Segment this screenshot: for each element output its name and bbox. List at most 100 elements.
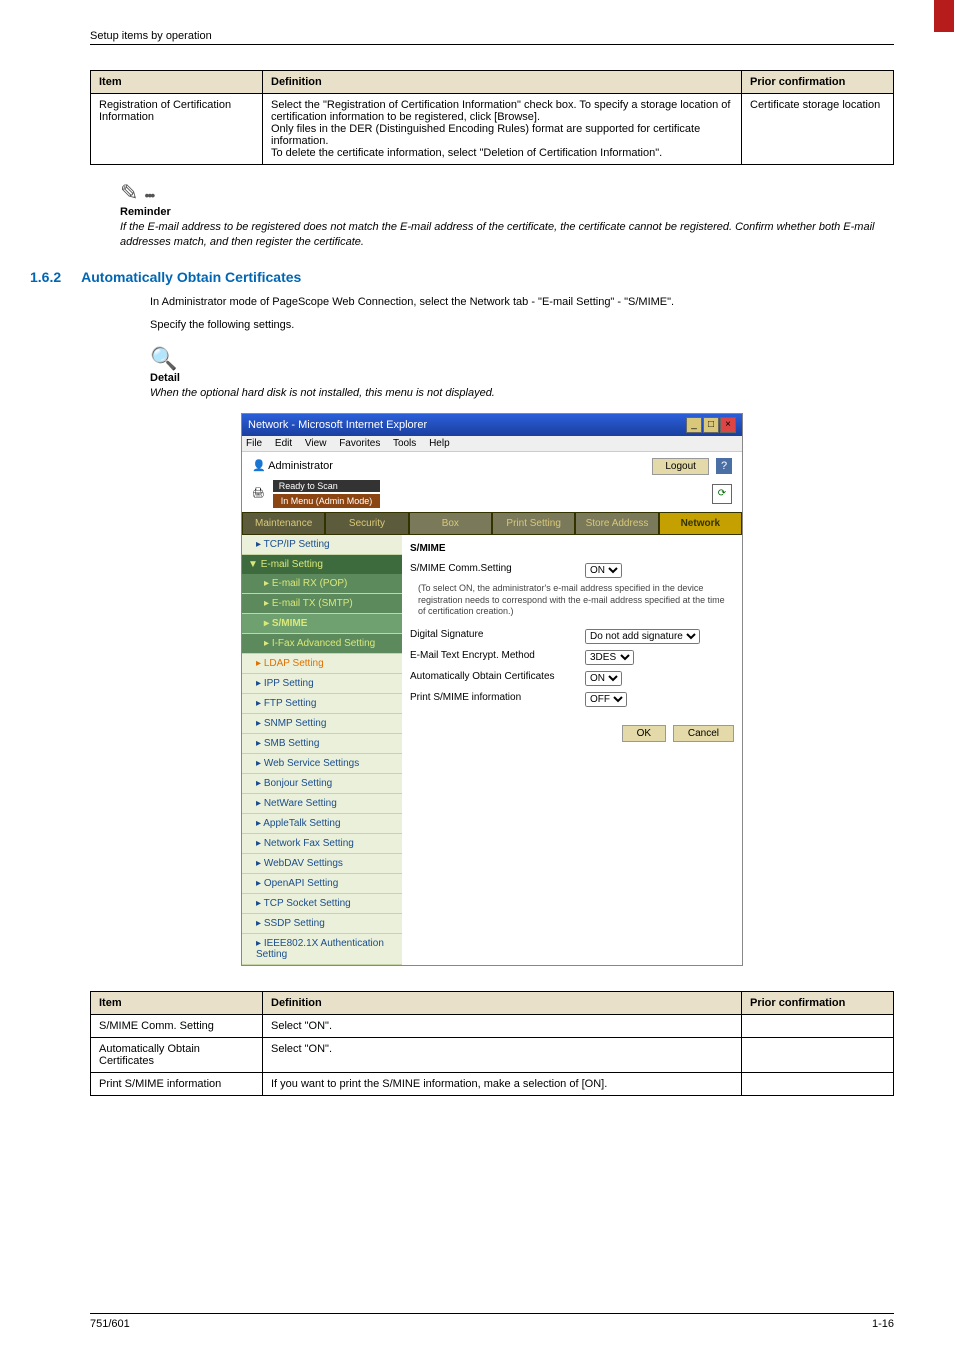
sidebar-item-smime[interactable]: ▸ S/MIME	[242, 614, 402, 634]
th2-prior: Prior confirmation	[742, 991, 894, 1014]
menu-file[interactable]: File	[246, 438, 262, 449]
header-text: Setup items by operation	[90, 30, 212, 42]
reminder-icon: ✎ •••	[120, 180, 153, 205]
t2r2-item: Automatically Obtain Certificates	[91, 1037, 263, 1072]
footer-right: 1-16	[872, 1318, 894, 1330]
cancel-button[interactable]: Cancel	[673, 725, 734, 742]
detail-icon: 🔍	[150, 346, 894, 372]
row-encrypt: E-Mail Text Encrypt. Method	[410, 650, 585, 665]
th-item: Item	[91, 71, 263, 94]
section-num: 1.6.2	[30, 269, 61, 285]
footer: 751/601 1-16	[90, 1313, 894, 1330]
sidebar-item-ipp[interactable]: ▸ IPP Setting	[242, 674, 402, 694]
row-digital-sig: Digital Signature	[410, 629, 585, 644]
window-title: Network - Microsoft Internet Explorer	[248, 419, 427, 431]
menu-view[interactable]: View	[305, 438, 327, 449]
select-auto-cert[interactable]: ON	[585, 671, 622, 686]
sidebar-item-tcpip[interactable]: ▸ TCP/IP Setting	[242, 535, 402, 555]
select-digital-sig[interactable]: Do not add signature	[585, 629, 700, 644]
detail-title: Detail	[150, 372, 894, 384]
table-registration: Item Definition Prior confirmation Regis…	[90, 70, 894, 165]
t2r3-item: Print S/MIME information	[91, 1072, 263, 1095]
th2-item: Item	[91, 991, 263, 1014]
reminder-title: Reminder	[120, 206, 894, 218]
sidebar-item-tcpsocket[interactable]: ▸ TCP Socket Setting	[242, 894, 402, 914]
td-def: Select the "Registration of Certificatio…	[263, 94, 742, 165]
minimize-icon[interactable]: _	[686, 417, 702, 433]
help-icon[interactable]: ?	[716, 458, 732, 474]
sidebar-group-email[interactable]: ▼ E-mail Setting	[242, 555, 402, 574]
sidebar-item-appletalk[interactable]: ▸ AppleTalk Setting	[242, 814, 402, 834]
browser-menu[interactable]: File Edit View Favorites Tools Help	[242, 436, 742, 452]
ok-button[interactable]: OK	[622, 725, 666, 742]
page-badge: 1	[919, 0, 939, 32]
para2: Specify the following settings.	[150, 318, 894, 333]
select-encrypt[interactable]: 3DES	[585, 650, 634, 665]
screenshot-window: Network - Microsoft Internet Explorer _□…	[241, 413, 743, 966]
tab-security[interactable]: Security	[325, 512, 408, 535]
reminder-block: ✎ ••• Reminder If the E-mail address to …	[120, 180, 894, 251]
window-controls[interactable]: _□×	[685, 417, 736, 433]
row-auto-cert: Automatically Obtain Certificates	[410, 671, 585, 686]
reminder-body: If the E-mail address to be registered d…	[120, 220, 894, 251]
status-ready: Ready to Scan	[273, 480, 381, 492]
menu-edit[interactable]: Edit	[275, 438, 292, 449]
tab-bar: Maintenance Security Box Print Setting S…	[242, 512, 742, 535]
table-settings: Item Definition Prior confirmation S/MIM…	[90, 991, 894, 1096]
sidebar-item-bonjour[interactable]: ▸ Bonjour Setting	[242, 774, 402, 794]
tab-box[interactable]: Box	[409, 512, 492, 535]
sidebar-item-smb[interactable]: ▸ SMB Setting	[242, 734, 402, 754]
sidebar-item-netware[interactable]: ▸ NetWare Setting	[242, 794, 402, 814]
sidebar-item-ieee[interactable]: ▸ IEEE802.1X Authentication Setting	[242, 934, 402, 965]
close-icon[interactable]: ×	[720, 417, 736, 433]
detail-body: When the optional hard disk is not insta…	[150, 386, 894, 401]
pane-title: S/MIME	[410, 543, 734, 554]
t2r1-def: Select "ON".	[263, 1014, 742, 1037]
row-print-smime: Print S/MIME information	[410, 692, 585, 707]
main-pane: S/MIME S/MIME Comm.SettingON (To select …	[402, 535, 742, 965]
footer-left: 751/601	[90, 1318, 130, 1330]
row-smime-comm: S/MIME Comm.Setting	[410, 563, 585, 578]
status-mode: In Menu (Admin Mode)	[273, 494, 381, 508]
t2r3-prior	[742, 1072, 894, 1095]
select-print-smime[interactable]: OFF	[585, 692, 627, 707]
tab-network[interactable]: Network	[659, 512, 742, 535]
para1: In Administrator mode of PageScope Web C…	[150, 295, 894, 310]
select-smime-comm[interactable]: ON	[585, 563, 622, 578]
sidebar-item-ifax[interactable]: ▸ I-Fax Advanced Setting	[242, 634, 402, 654]
t2r1-prior	[742, 1014, 894, 1037]
t2r1-item: S/MIME Comm. Setting	[91, 1014, 263, 1037]
section-title: Automatically Obtain Certificates	[81, 269, 301, 285]
sidebar-item-snmp[interactable]: ▸ SNMP Setting	[242, 714, 402, 734]
t2r2-def: Select "ON".	[263, 1037, 742, 1072]
tab-store[interactable]: Store Address	[575, 512, 658, 535]
td-item: Registration of Certification Informatio…	[91, 94, 263, 165]
sidebar-item-ldap[interactable]: ▸ LDAP Setting	[242, 654, 402, 674]
pane-note: (To select ON, the administrator's e-mai…	[410, 581, 734, 626]
sidebar-item-smtp[interactable]: ▸ E-mail TX (SMTP)	[242, 594, 402, 614]
tab-maintenance[interactable]: Maintenance	[242, 512, 325, 535]
th-def: Definition	[263, 71, 742, 94]
t2r2-prior	[742, 1037, 894, 1072]
menu-favorites[interactable]: Favorites	[339, 438, 380, 449]
sidebar-item-ssdp[interactable]: ▸ SSDP Setting	[242, 914, 402, 934]
logout-button[interactable]: Logout	[652, 458, 709, 475]
t2r3-def: If you want to print the S/MINE informat…	[263, 1072, 742, 1095]
refresh-icon[interactable]: ⟳	[712, 484, 732, 504]
sidebar-item-pop[interactable]: ▸ E-mail RX (POP)	[242, 574, 402, 594]
th-prior: Prior confirmation	[742, 71, 894, 94]
sidebar-item-webdav[interactable]: ▸ WebDAV Settings	[242, 854, 402, 874]
sidebar-item-networkfax[interactable]: ▸ Network Fax Setting	[242, 834, 402, 854]
admin-label: 👤 Administrator	[252, 459, 333, 472]
detail-block: 🔍 Detail When the optional hard disk is …	[150, 346, 894, 401]
th2-def: Definition	[263, 991, 742, 1014]
menu-help[interactable]: Help	[429, 438, 450, 449]
sidebar-item-webservice[interactable]: ▸ Web Service Settings	[242, 754, 402, 774]
menu-tools[interactable]: Tools	[393, 438, 416, 449]
sidebar-item-ftp[interactable]: ▸ FTP Setting	[242, 694, 402, 714]
sidebar-item-openapi[interactable]: ▸ OpenAPI Setting	[242, 874, 402, 894]
sidebar: ▸ TCP/IP Setting ▼ E-mail Setting ▸ E-ma…	[242, 535, 402, 965]
printer-icon: 🖨	[252, 488, 265, 499]
tab-print[interactable]: Print Setting	[492, 512, 575, 535]
maximize-icon[interactable]: □	[703, 417, 719, 433]
